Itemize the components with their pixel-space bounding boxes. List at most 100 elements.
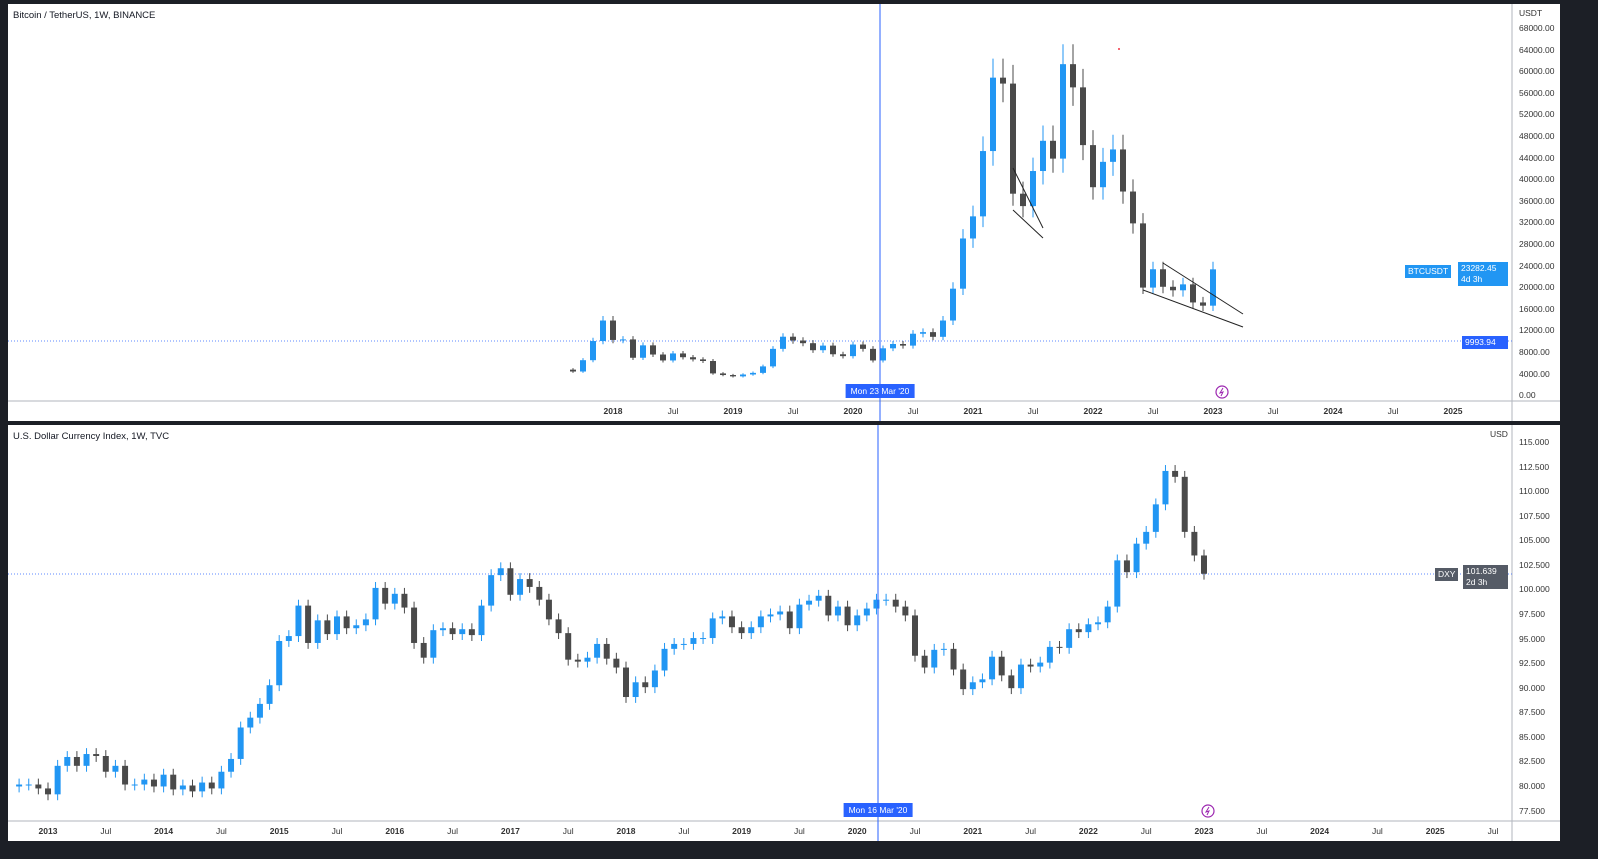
dxy-candle xyxy=(353,625,360,629)
dxy-x-tick: Jul xyxy=(1256,826,1268,836)
dxy-candle xyxy=(960,669,967,690)
dxy-candle xyxy=(1066,629,1073,648)
btc-candle xyxy=(1060,64,1066,159)
btc-x-tick: Jul xyxy=(1387,406,1399,416)
btc-x-tick: Jul xyxy=(1147,406,1159,416)
dxy-currency-label: USD xyxy=(1490,429,1508,439)
dxy-candle xyxy=(334,616,340,635)
dxy-candle xyxy=(16,784,23,787)
btc-candle xyxy=(1120,149,1126,192)
btc-y-tick: 8000.00 xyxy=(1519,347,1550,357)
btc-candle xyxy=(990,77,996,152)
dxy-candle xyxy=(295,605,302,637)
dxy-candle xyxy=(324,620,331,635)
btc-candle xyxy=(1180,284,1186,291)
btc-candle xyxy=(770,348,776,367)
dxy-candle xyxy=(536,586,543,600)
dxy-candle xyxy=(863,608,870,616)
btc-candle xyxy=(1140,223,1146,288)
dxy-candle xyxy=(54,765,61,795)
dxy-candle xyxy=(950,648,957,670)
dxy-chart-pane[interactable] xyxy=(8,425,1560,841)
dxy-y-tick: 90.000 xyxy=(1519,682,1545,693)
btc-candle xyxy=(960,238,966,289)
dxy-x-tick: Jul xyxy=(909,826,921,836)
btc-candle xyxy=(690,357,696,360)
btc-candle xyxy=(910,333,916,346)
btc-candle xyxy=(920,332,926,334)
dxy-candle xyxy=(459,629,466,635)
btc-candle xyxy=(590,341,596,361)
btc-chart-pane[interactable] xyxy=(8,4,1560,421)
dxy-y-tick: 95.000 xyxy=(1519,633,1545,644)
dxy-candle xyxy=(1037,662,1044,667)
dxy-x-tick: 2023 xyxy=(1194,826,1214,836)
dxy-y-tick: 115.000 xyxy=(1519,437,1550,447)
dxy-candle xyxy=(1133,543,1140,573)
dxy-candle xyxy=(902,606,909,616)
dxy-candle xyxy=(738,627,745,634)
dxy-candle xyxy=(35,784,42,789)
btc-x-tick: Jul xyxy=(787,406,799,416)
dxy-candle xyxy=(931,649,938,668)
dxy-candle xyxy=(594,643,601,658)
dxy-x-tick: Jul xyxy=(1025,826,1037,836)
dxy-x-tick: 2017 xyxy=(500,826,520,836)
dxy-candle xyxy=(25,784,32,786)
dxy-x-tick: 2022 xyxy=(1078,826,1098,836)
btc-crosshair-price: 9993.94 xyxy=(1462,336,1508,349)
dxy-y-tick: 107.500 xyxy=(1519,510,1550,521)
dxy-candle xyxy=(623,667,629,698)
dxy-candle xyxy=(1085,624,1092,633)
btc-candle xyxy=(1050,140,1056,159)
btc-y-tick: 24000.00 xyxy=(1519,260,1555,271)
btc-y-tick: 16000.00 xyxy=(1519,303,1555,314)
dxy-x-tick: Jul xyxy=(678,826,690,836)
btc-candle xyxy=(1170,286,1176,291)
dxy-candle xyxy=(979,679,986,683)
btc-candle xyxy=(1070,64,1076,88)
btc-candle xyxy=(790,336,796,341)
dxy-candle xyxy=(1181,476,1188,532)
dxy-x-tick: Jul xyxy=(447,826,459,836)
dxy-candle xyxy=(64,756,71,766)
dxy-candle xyxy=(1075,629,1082,633)
btc-candle xyxy=(570,369,576,372)
dxy-lightning-glyph xyxy=(1204,806,1210,816)
dxy-y-tick: 80.000 xyxy=(1519,780,1545,791)
dxy-candle xyxy=(449,628,456,635)
btc-x-tick: 2021 xyxy=(963,406,983,416)
btc-last-price-tag: 23282.45 4d 3h xyxy=(1458,262,1508,286)
dxy-candle xyxy=(1123,560,1130,573)
dxy-candle xyxy=(517,579,524,595)
dxy-candle xyxy=(873,599,880,609)
dxy-candle xyxy=(160,774,167,787)
btc-candle xyxy=(1160,269,1166,287)
btc-candle xyxy=(950,288,956,321)
dxy-candle xyxy=(83,754,90,766)
btc-y-tick: 36000.00 xyxy=(1519,195,1555,206)
btc-lightning-icon xyxy=(1215,385,1229,399)
btc-candle xyxy=(940,320,946,337)
dxy-candle xyxy=(806,600,813,605)
btc-candle xyxy=(1210,269,1216,306)
dxy-candle xyxy=(786,611,793,629)
dxy-x-tick: 2014 xyxy=(154,826,174,836)
dxy-x-tick: 2021 xyxy=(963,826,983,836)
btc-candle xyxy=(1130,191,1136,224)
btc-candle xyxy=(670,353,676,361)
dxy-candle xyxy=(854,615,861,626)
dxy-candle xyxy=(1162,470,1169,505)
dxy-candle xyxy=(719,616,726,619)
dxy-x-tick: 2013 xyxy=(38,826,58,836)
btc-candle xyxy=(870,348,876,361)
dxy-y-tick: 87.500 xyxy=(1519,707,1545,718)
btc-y-tick: 40000.00 xyxy=(1519,174,1555,185)
dxy-candle xyxy=(266,685,273,704)
btc-x-tick: Jul xyxy=(667,406,679,416)
dxy-candle xyxy=(430,630,437,658)
btc-y-tick: 68000.00 xyxy=(1519,23,1555,33)
dxy-candle xyxy=(921,655,928,668)
dxy-candle xyxy=(420,642,427,658)
